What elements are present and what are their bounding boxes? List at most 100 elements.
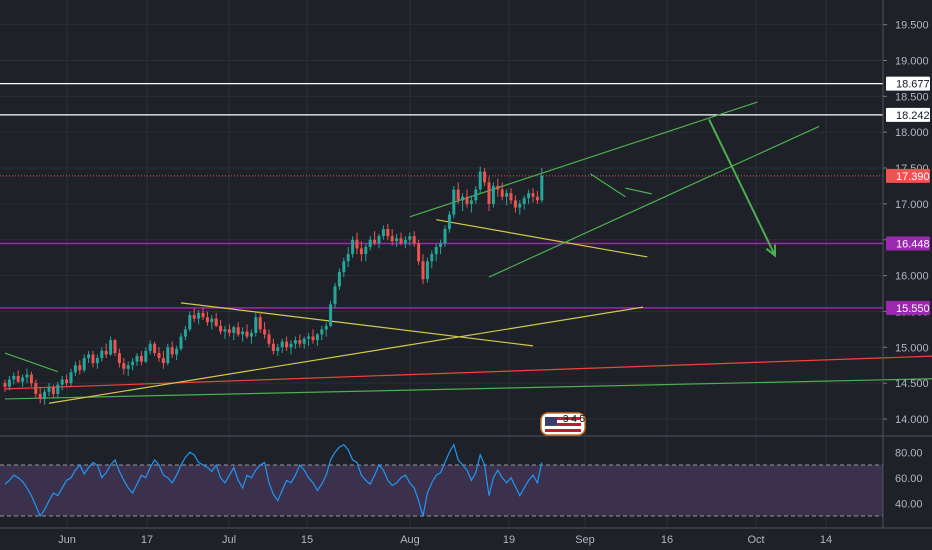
candle-body xyxy=(236,327,240,335)
candlestick-series xyxy=(3,166,544,405)
candle-body xyxy=(540,175,544,201)
candle-body xyxy=(465,196,469,204)
candle-body xyxy=(342,261,346,273)
candle-body xyxy=(461,196,465,201)
candle-body xyxy=(179,336,183,349)
candle-body xyxy=(333,286,337,305)
candle-body xyxy=(139,355,143,362)
y-tick-label: 14.500 xyxy=(895,378,929,390)
candle-body xyxy=(170,347,174,355)
candle-body xyxy=(496,185,500,190)
level-price-label: 15.550 xyxy=(896,303,930,315)
y-tick-label: 16.000 xyxy=(895,271,929,283)
candle-body xyxy=(307,336,311,339)
candle-body xyxy=(175,348,179,355)
y-tick-label: 18.500 xyxy=(895,91,929,103)
candle-body xyxy=(12,375,16,380)
candle-body xyxy=(395,238,399,242)
candle-body xyxy=(535,196,539,201)
candle-body xyxy=(3,383,7,387)
candle-body xyxy=(148,343,152,351)
trendlines xyxy=(4,101,932,404)
trendline xyxy=(180,302,534,347)
candle-body xyxy=(320,329,324,335)
candle-body xyxy=(249,332,253,337)
candle-body xyxy=(452,189,456,215)
candle-body xyxy=(474,189,478,201)
level-price-label-bg xyxy=(886,76,930,91)
candle-body xyxy=(241,331,245,335)
candle-body xyxy=(34,383,38,394)
candle-body xyxy=(258,317,262,330)
candle-body xyxy=(153,343,157,354)
candle-body xyxy=(78,365,82,371)
candle-body xyxy=(469,200,473,204)
candle-body xyxy=(214,318,218,326)
level-price-label: 18.677 xyxy=(896,79,930,91)
candle-body xyxy=(60,379,64,385)
candle-body xyxy=(483,171,487,183)
candle-body xyxy=(166,347,170,364)
candle-body xyxy=(298,340,302,344)
candle-body xyxy=(29,374,33,384)
candle-body xyxy=(188,315,192,330)
candle-body xyxy=(109,340,113,355)
candle-body xyxy=(487,182,491,204)
candle-body xyxy=(87,354,91,359)
candle-body xyxy=(285,341,289,348)
candle-body xyxy=(417,243,421,262)
x-tick-label: 19 xyxy=(503,534,515,546)
x-tick-label: Jul xyxy=(222,534,236,546)
candle-body xyxy=(254,317,258,333)
level-price-label-bg xyxy=(886,236,930,251)
candle-body xyxy=(337,272,341,287)
candle-body xyxy=(439,243,443,247)
candle-body xyxy=(56,384,60,394)
candle-body xyxy=(447,214,451,229)
candle-body xyxy=(157,353,161,359)
candle-body xyxy=(117,353,121,364)
candle-body xyxy=(201,312,205,318)
candle-body xyxy=(47,386,51,392)
y-tick-label: 14.000 xyxy=(895,414,929,426)
candle-body xyxy=(293,340,297,344)
osc-tick-label: 60.00 xyxy=(895,473,923,485)
candle-body xyxy=(399,238,403,244)
trendline xyxy=(488,125,820,278)
candle-body xyxy=(227,329,231,333)
last-price-label-bg xyxy=(886,168,930,183)
candle-body xyxy=(373,239,377,244)
candle-body xyxy=(267,334,271,344)
candle-body xyxy=(43,391,47,399)
flag-stripe-3 xyxy=(545,429,581,432)
candle-body xyxy=(311,336,315,341)
candle-body xyxy=(434,246,438,255)
osc-tick-label: 80.00 xyxy=(895,447,923,459)
candle-body xyxy=(104,350,108,355)
candle-body xyxy=(355,239,359,249)
candle-body xyxy=(500,189,504,197)
candle-body xyxy=(7,379,11,387)
candle-body xyxy=(359,248,363,255)
candle-body xyxy=(223,329,227,332)
candle-body xyxy=(430,254,434,262)
candle-body xyxy=(205,317,209,323)
trendline xyxy=(4,352,58,373)
x-tick-label: Sep xyxy=(575,534,595,546)
candle-body xyxy=(271,343,275,351)
x-tick-label: Jun xyxy=(58,534,76,546)
candle-body xyxy=(390,236,394,242)
trendline xyxy=(4,378,932,400)
candle-body xyxy=(478,171,482,190)
candle-body xyxy=(192,315,196,319)
candle-body xyxy=(65,379,69,384)
candle-body xyxy=(126,365,130,369)
candle-body xyxy=(135,355,139,362)
trendline xyxy=(625,187,652,195)
candle-body xyxy=(91,354,95,364)
trendline xyxy=(48,306,644,404)
level-price-label-bg xyxy=(886,300,930,315)
candle-body xyxy=(505,193,509,197)
candle-body xyxy=(518,203,522,208)
candle-body xyxy=(210,318,214,323)
